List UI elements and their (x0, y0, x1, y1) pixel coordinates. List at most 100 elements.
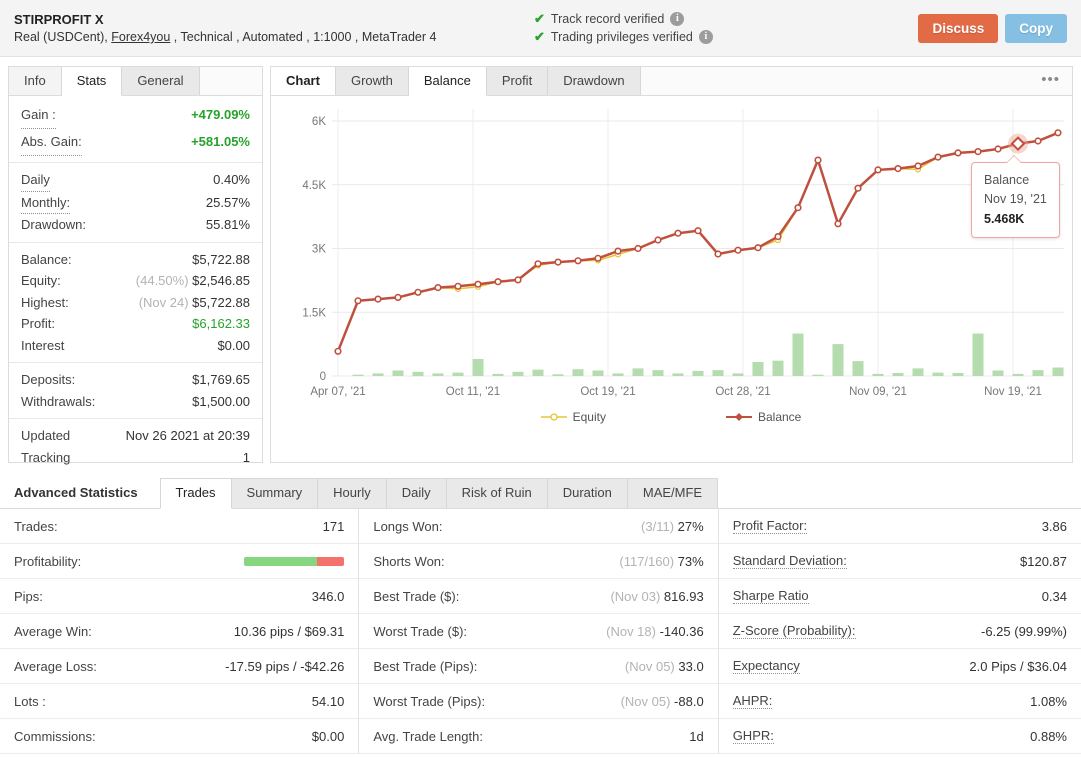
legend-label: Equity (572, 410, 606, 424)
account-info: STIRPROFIT X Real (USDCent), Forex4you ,… (14, 12, 534, 44)
stat-label: Profit Factor: (732, 518, 808, 534)
stat-label: AHPR: (732, 693, 773, 709)
account-subtitle: Real (USDCent), Forex4you , Technical , … (14, 30, 534, 44)
chart-panel-title[interactable]: Chart (271, 67, 336, 95)
stat-value: (117/160) 73% (619, 553, 704, 569)
stat-value: 25.57% (205, 194, 250, 210)
tab-stats[interactable]: Stats (61, 67, 123, 96)
stats-panel: Info Stats General Gain : +479.09% Abs. Gain… (8, 66, 263, 465)
verification-label: Trading privileges verified (550, 30, 693, 44)
stat-value: 1.08% (1030, 693, 1067, 709)
stat-row-deposits: Deposits: $1,769.65 (9, 369, 262, 391)
tab-drawdown[interactable]: Drawdown (548, 67, 641, 95)
statistics-column: Trades: 171 Profitability: Pips: 346.0 Averag… (0, 509, 360, 754)
stat-row-average-loss: Average Loss: -17.59 pips / -$42.26 (0, 649, 359, 684)
stat-row-lots: Lots : 54.10 (0, 684, 359, 719)
stat-label: Profit: (21, 316, 55, 331)
tab-mae-mfe[interactable]: MAE/MFE (626, 478, 719, 508)
discuss-button[interactable]: Discuss (918, 13, 999, 43)
tab-duration[interactable]: Duration (546, 478, 628, 508)
stat-row-abs-gain: Abs. Gain: +581.05% (9, 129, 262, 156)
statistics-table: Trades: 171 Profitability: Pips: 346.0 Averag… (0, 509, 1081, 754)
copy-button[interactable]: Copy (1005, 13, 1067, 43)
stat-row-profitability: Profitability: (0, 544, 359, 579)
stat-label: Best Trade (Pips): (373, 658, 478, 674)
stat-label: Daily (21, 169, 50, 192)
profitability-bar (244, 556, 345, 566)
stat-row-commissions: Commissions: $0.00 (0, 719, 359, 754)
stat-label: Z-Score (Probability): (732, 623, 856, 639)
stat-value: $0.00 (311, 728, 345, 744)
stat-row-expectancy: Expectancy 2.0 Pips / $36.04 (718, 649, 1081, 684)
svg-text:Nov 19, '21: Nov 19, '21 (984, 386, 1042, 398)
stat-label: Average Loss: (14, 658, 97, 674)
legend-item-equity[interactable]: Equity (540, 410, 606, 424)
tab-growth[interactable]: Growth (335, 67, 409, 95)
stat-value: 54.10 (311, 693, 345, 709)
stat-label: Equity: (21, 273, 61, 288)
advanced-statistics-tabs: Advanced Statistics Trades Summary Hourly D… (0, 478, 1081, 509)
stat-value: 2.0 Pips / $36.04 (969, 658, 1067, 674)
tab-trades[interactable]: Trades (159, 478, 232, 509)
tab-info[interactable]: Info (9, 67, 62, 95)
svg-text:Oct 11, '21: Oct 11, '21 (446, 386, 500, 398)
svg-text:0: 0 (320, 371, 326, 383)
chart-legend: Equity Balance (271, 410, 1071, 424)
statistics-column: Longs Won: (3/11) 27% Shorts Won: (117/160)… (359, 509, 719, 754)
tab-daily[interactable]: Daily (385, 478, 447, 508)
svg-text:1.5K: 1.5K (302, 307, 326, 319)
stat-label: Longs Won: (373, 518, 443, 534)
stat-value: $1,500.00 (192, 393, 250, 409)
stat-label: Monthly: (21, 192, 71, 214)
stat-label: Balance: (21, 251, 72, 267)
stat-label: Tracking (21, 449, 71, 465)
stat-label: Average Win: (14, 623, 92, 639)
stat-label: Trades: (14, 518, 58, 534)
tab-balance[interactable]: Balance (408, 67, 487, 96)
legend-label: Balance (757, 410, 802, 424)
stat-value: $6,162.33 (192, 316, 250, 331)
stat-row-profit-factor: Profit Factor: 3.86 (718, 509, 1081, 544)
stat-label: Deposits: (21, 372, 76, 387)
stat-label: Expectancy (732, 658, 800, 674)
stat-value: $0.00 (217, 337, 250, 353)
stat-label: Gain : (21, 102, 56, 129)
stat-row-profit: Profit: $6,162.33 (9, 313, 262, 335)
account-title: STIRPROFIT X (14, 12, 104, 27)
svg-text:6K: 6K (312, 116, 326, 128)
chart-canvas[interactable]: Apr 07, '21 Oct 11, '21 Oct 19, '21 Oct 28,… (271, 96, 1071, 404)
stat-row-ghpr: GHPR: 0.88% (718, 719, 1081, 754)
stat-label: Updated (21, 428, 71, 443)
header-actions: Discuss Copy (918, 13, 1067, 43)
chart-panel: Chart Growth Balance Profit Drawdown ••• Apr… (270, 66, 1073, 463)
stat-label: Pips: (14, 588, 43, 604)
chart-menu-icon[interactable]: ••• (1041, 71, 1060, 88)
tab-hourly[interactable]: Hourly (317, 478, 387, 508)
stat-row-monthly: Monthly: 25.57% (9, 192, 262, 214)
stat-value: 0.88% (1030, 728, 1067, 744)
legend-item-balance[interactable]: Balance (725, 410, 802, 424)
verification-row: ✔ Trading privileges verified i (534, 29, 864, 45)
stat-row-withdrawals: Withdrawals: $1,500.00 (9, 391, 262, 413)
stat-label: Best Trade ($): (373, 588, 460, 604)
stat-row-longs-won: Longs Won: (3/11) 27% (359, 509, 718, 544)
stat-label: Withdrawals: (21, 393, 96, 409)
broker-link[interactable]: Forex4you (111, 30, 171, 44)
stat-label: Profitability: (14, 553, 82, 569)
stat-label: Worst Trade (Pips): (373, 693, 486, 709)
stat-row-daily: Daily 0.40% (9, 169, 262, 192)
tab-general[interactable]: General (122, 67, 200, 95)
tab-profit[interactable]: Profit (486, 67, 549, 95)
account-attrs: , Technical , Automated , 1:1000 , MetaT… (170, 30, 437, 44)
stat-row-balance: Balance: $5,722.88 (9, 249, 262, 271)
stat-label: Commissions: (14, 728, 96, 744)
svg-text:Oct 28, '21: Oct 28, '21 (715, 386, 770, 398)
info-icon[interactable]: i (698, 30, 713, 44)
info-icon[interactable]: i (670, 12, 685, 26)
verification-label: Track record verified (550, 12, 665, 26)
stat-group: Daily 0.40% Monthly: 25.57% Drawdown: 55.81% (9, 162, 262, 242)
tab-summary[interactable]: Summary (230, 478, 319, 508)
balance-chart[interactable]: Apr 07, '21 Oct 11, '21 Oct 19, '21 Oct 28,… (271, 96, 1071, 462)
tab-risk-of-ruin[interactable]: Risk of Ruin (445, 478, 548, 508)
stat-value: $1,769.65 (192, 372, 250, 387)
